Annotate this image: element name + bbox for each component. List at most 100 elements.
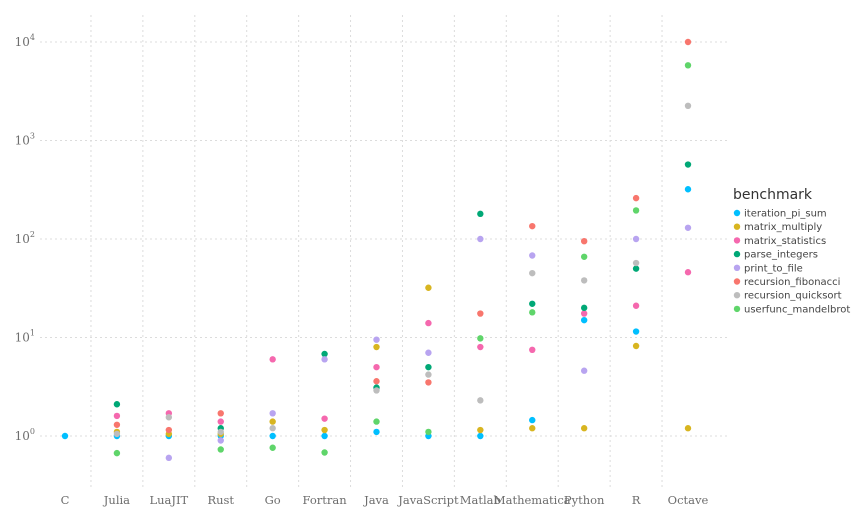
data-point-recursion_fibonacci	[684, 38, 692, 46]
data-point-iteration_pi_sum	[580, 316, 588, 324]
data-point-parse_integers	[113, 401, 121, 408]
data-points	[61, 38, 692, 462]
y-tick-label: 102	[15, 230, 35, 246]
x-tick-label: C	[61, 493, 70, 507]
data-point-print_to_file	[217, 437, 224, 444]
data-point-parse_integers	[684, 161, 692, 168]
data-point-userfunc_mandelbrot	[477, 335, 484, 342]
data-point-userfunc_mandelbrot	[113, 449, 121, 457]
legend-label: matrix_multiply	[744, 222, 822, 233]
data-point-iteration_pi_sum	[269, 432, 276, 440]
x-tick-label: Python	[564, 493, 605, 507]
data-point-matrix_multiply	[321, 426, 328, 434]
data-point-matrix_multiply	[632, 342, 640, 350]
data-point-matrix_statistics	[632, 302, 640, 309]
data-point-parse_integers	[529, 300, 536, 307]
data-point-iteration_pi_sum	[477, 432, 484, 440]
data-point-recursion_fibonacci	[373, 378, 380, 385]
data-point-parse_integers	[321, 350, 328, 358]
data-point-matrix_statistics	[113, 412, 121, 420]
data-point-print_to_file	[165, 454, 173, 462]
data-point-print_to_file	[632, 235, 640, 243]
legend-swatch	[733, 237, 741, 244]
data-point-matrix_statistics	[684, 269, 692, 276]
data-point-recursion_quicksort	[113, 430, 121, 438]
x-tick-label: Matlab	[460, 493, 501, 507]
legend-label: print_to_file	[744, 263, 803, 274]
data-point-recursion_quicksort	[684, 102, 692, 110]
data-point-recursion_fibonacci	[217, 410, 224, 417]
data-point-iteration_pi_sum	[529, 416, 536, 424]
data-point-print_to_file	[684, 224, 692, 231]
data-point-userfunc_mandelbrot	[373, 418, 380, 425]
data-point-matrix_statistics	[321, 415, 328, 422]
data-point-print_to_file	[321, 356, 328, 363]
data-point-matrix_statistics	[580, 310, 588, 317]
data-point-parse_integers	[580, 304, 588, 312]
data-point-matrix_multiply	[580, 425, 588, 432]
data-point-userfunc_mandelbrot	[425, 428, 432, 436]
data-point-matrix_statistics	[477, 343, 484, 351]
data-point-userfunc_mandelbrot	[529, 309, 536, 316]
data-point-matrix_statistics	[217, 418, 224, 425]
x-tick-label: Mathematica	[494, 493, 571, 507]
y-tick-label: 104	[15, 33, 35, 49]
x-tick-label: Octave	[668, 493, 709, 507]
legend-swatch	[733, 223, 741, 230]
data-point-recursion_quicksort	[425, 371, 432, 378]
data-point-recursion_quicksort	[373, 387, 380, 394]
y-tick-label: 103	[15, 132, 35, 148]
data-point-print_to_file	[373, 336, 380, 343]
legend-swatch	[733, 305, 741, 313]
data-point-matrix_multiply	[529, 425, 536, 432]
data-point-iteration_pi_sum	[61, 432, 69, 440]
data-point-userfunc_mandelbrot	[269, 444, 276, 451]
y-tick-label: 101	[15, 329, 35, 345]
legend-label: iteration_pi_sum	[744, 209, 827, 220]
data-point-matrix_multiply	[477, 426, 484, 434]
x-tick-label: Fortran	[303, 493, 348, 507]
data-point-recursion_quicksort	[477, 397, 484, 404]
data-point-parse_integers	[632, 265, 640, 272]
data-point-matrix_statistics	[373, 363, 380, 371]
data-point-recursion_quicksort	[632, 259, 640, 267]
data-point-userfunc_mandelbrot	[632, 207, 640, 214]
x-tick-label: LuaJIT	[149, 493, 188, 507]
data-point-matrix_statistics	[269, 356, 276, 363]
data-point-matrix_multiply	[269, 418, 276, 425]
legend-swatch	[733, 250, 741, 258]
data-point-recursion_fibonacci	[425, 379, 432, 386]
data-point-recursion_fibonacci	[113, 421, 121, 428]
data-point-userfunc_mandelbrot	[321, 449, 328, 456]
data-point-matrix_multiply	[373, 343, 380, 351]
x-tick-label: Java	[363, 493, 389, 507]
legend-label: recursion_fibonacci	[744, 277, 840, 288]
legend-swatch	[733, 264, 741, 271]
data-point-print_to_file	[477, 235, 484, 243]
data-point-print_to_file	[529, 252, 536, 259]
legend-swatch	[733, 278, 741, 285]
data-point-recursion_quicksort	[580, 277, 588, 284]
x-axis-ticks: C Julia LuaJIT Rust Go Fortran Java JavaScript M…	[61, 493, 709, 507]
legend-label: matrix_statistics	[744, 236, 826, 247]
data-point-iteration_pi_sum	[373, 428, 380, 436]
data-point-recursion_quicksort	[269, 425, 276, 432]
data-point-matrix_multiply	[684, 425, 692, 432]
data-point-recursion_fibonacci	[632, 194, 640, 202]
data-point-iteration_pi_sum	[632, 328, 640, 335]
data-point-recursion_fibonacci	[529, 222, 536, 230]
x-tick-label: Rust	[207, 493, 234, 507]
data-point-matrix_multiply	[425, 284, 432, 291]
data-point-userfunc_mandelbrot	[684, 62, 692, 69]
data-point-iteration_pi_sum	[321, 432, 328, 440]
data-point-print_to_file	[580, 367, 588, 374]
data-point-userfunc_mandelbrot	[217, 446, 224, 453]
data-point-recursion_quicksort	[165, 414, 173, 421]
x-tick-label: Go	[265, 493, 281, 507]
data-point-matrix_statistics	[425, 319, 432, 327]
legend-label: recursion_quicksort	[744, 291, 842, 302]
data-point-matrix_statistics	[529, 346, 536, 354]
data-point-iteration_pi_sum	[684, 186, 692, 193]
x-tick-label: JavaScript	[397, 493, 459, 507]
